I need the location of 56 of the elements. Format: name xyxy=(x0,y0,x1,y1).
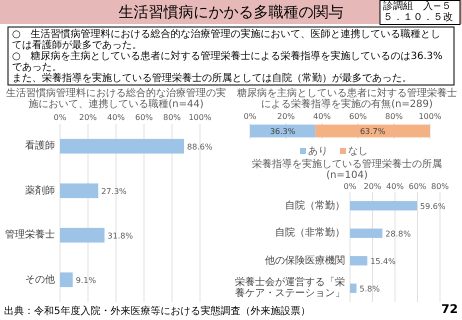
legend-label: あり xyxy=(308,146,329,156)
y-tick-label: その他 xyxy=(24,274,55,286)
data-label: 31.8% xyxy=(108,231,134,240)
y-tick-label: 自院（非常勤） xyxy=(274,228,345,239)
x-tick-label: 80% xyxy=(163,113,182,122)
x-tick-label: 0% xyxy=(244,112,257,121)
source-note: 出典：令和5年度入院・外来医療等における実態調査（外来施設票） xyxy=(4,306,312,317)
x-tick-label: 0% xyxy=(54,113,67,122)
bar xyxy=(350,256,368,266)
chart-title: 糖尿病を主病としている患者に対する管理栄養士による栄養指導を実施の有無(n=289) xyxy=(236,88,458,110)
y-tick-label: 他の保険医療機関 xyxy=(264,255,345,266)
y-tick-label: 栄養士会が運営する「栄養ケア・ステーション」 xyxy=(235,277,345,300)
x-tick-label: 20% xyxy=(277,112,296,121)
data-label: 63.7% xyxy=(360,127,386,136)
data-label: 36.3% xyxy=(270,127,296,136)
legend-label: なし xyxy=(348,146,369,156)
data-label: 27.3% xyxy=(101,186,128,196)
x-tick-label: 0% xyxy=(344,182,357,191)
x-tick-label: 40% xyxy=(313,112,332,121)
bar xyxy=(350,228,382,238)
text: 診調組 入−５ xyxy=(383,0,452,12)
text: 生活習慣病にかかる多職種の関与 xyxy=(118,3,344,21)
bar xyxy=(60,138,184,154)
bar xyxy=(60,228,105,243)
y-tick-label: 管理栄養士 xyxy=(4,230,55,241)
bar xyxy=(350,201,418,210)
x-tick-label: 40% xyxy=(107,113,126,122)
data-label: 88.6% xyxy=(187,142,213,152)
text: 72 xyxy=(440,302,458,316)
y-tick-label: 自院（常勤） xyxy=(284,200,345,212)
bar xyxy=(350,284,357,293)
chart-title: 栄養指導を実施している管理栄養士の所属(n=104) xyxy=(251,159,443,181)
x-tick-label: 20% xyxy=(79,113,98,122)
data-label: 28.8% xyxy=(385,229,412,238)
text: ○ 生活習慣病管理料における総合的な治療管理の実施において、医師と連携している職種としては看護師が最多であった。 xyxy=(12,29,442,51)
x-tick-label: 80% xyxy=(385,112,404,121)
x-tick-label: 60% xyxy=(408,182,427,191)
x-tick-label: 40% xyxy=(386,182,404,191)
bar xyxy=(60,183,98,198)
data-label: 9.1% xyxy=(76,276,96,285)
x-tick-label: 20% xyxy=(364,182,382,191)
x-tick-label: 60% xyxy=(349,112,368,121)
data-label: 59.6% xyxy=(420,202,446,211)
data-label: 5.8% xyxy=(360,284,380,294)
x-tick-label: 100% xyxy=(188,113,212,122)
text: ５．１０．５改 xyxy=(383,12,454,23)
y-tick-label: 薬剤師 xyxy=(24,185,55,196)
x-tick-label: 100% xyxy=(418,112,442,121)
y-tick-label: 看護師 xyxy=(24,140,55,152)
x-tick-label: 80% xyxy=(431,182,450,191)
bar xyxy=(60,272,73,288)
data-label: 15.4% xyxy=(370,256,396,266)
text: また、栄養指導を実施している管理栄養士の所属としては自院（常勤）が最多であった。 xyxy=(12,73,413,84)
chart-title: 生活習慣病管理料における総合的な治療管理の実施において、連携している職種(n=44) xyxy=(5,88,227,110)
text: ○ 糖尿病を主病としている患者に対する管理栄養士による栄養指導を実施しているのは36.3%であった。 xyxy=(12,51,444,73)
x-tick-label: 60% xyxy=(135,113,154,122)
